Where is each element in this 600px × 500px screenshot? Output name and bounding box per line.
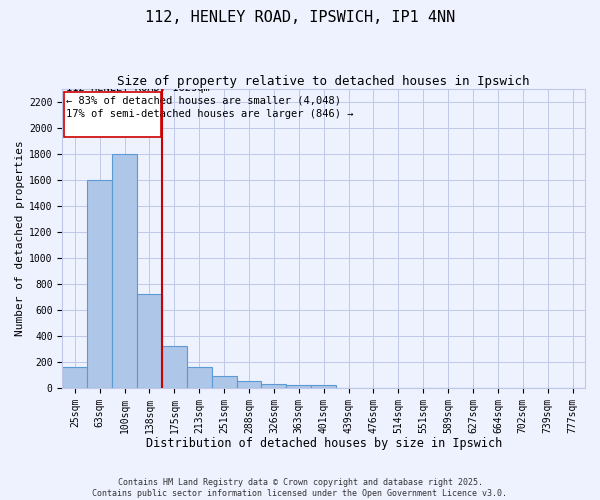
Bar [62,367,87,388]
Title: Size of property relative to detached houses in Ipswich: Size of property relative to detached ho… [118,75,530,88]
Text: 112, HENLEY ROAD, IPSWICH, IP1 4NN: 112, HENLEY ROAD, IPSWICH, IP1 4NN [145,10,455,25]
Bar [162,346,187,388]
Bar [262,384,286,388]
Bar [137,294,162,388]
Text: 112 HENLEY ROAD: 162sqm
← 83% of detached houses are smaller (4,048)
17% of semi: 112 HENLEY ROAD: 162sqm ← 83% of detache… [66,82,353,119]
Text: Contains HM Land Registry data © Crown copyright and database right 2025.
Contai: Contains HM Land Registry data © Crown c… [92,478,508,498]
Bar [187,367,212,388]
Bar [311,386,336,388]
Bar [212,376,236,388]
Bar [286,386,311,388]
X-axis label: Distribution of detached houses by size in Ipswich: Distribution of detached houses by size … [146,437,502,450]
Bar [112,154,137,388]
Bar [87,180,112,388]
FancyBboxPatch shape [64,92,161,137]
Y-axis label: Number of detached properties: Number of detached properties [15,140,25,336]
Bar [236,380,262,388]
